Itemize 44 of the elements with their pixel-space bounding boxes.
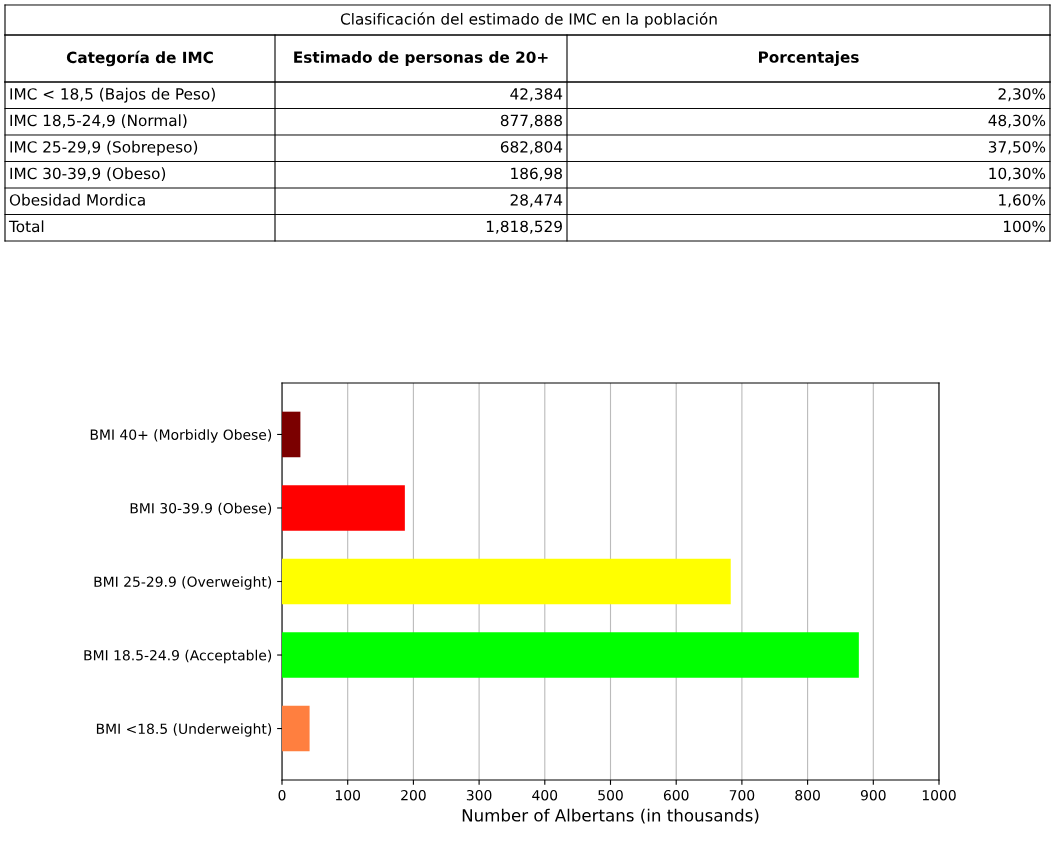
x-tick-label: 0 (278, 789, 286, 801)
y-tick-label: BMI 40+ (Morbidly Obese) (90, 429, 272, 443)
bar (282, 632, 859, 678)
bar (282, 411, 301, 458)
text: 28,474 (510, 194, 563, 208)
x-tick-label: 600 (663, 789, 689, 801)
text: 10,30% (989, 167, 1046, 181)
text: 877,888 (500, 114, 562, 128)
text: Obesidad Mordica (9, 193, 145, 206)
text: IMC 18,5-24,9 (Normal) (10, 114, 187, 128)
x-tick-label: 1000 (922, 789, 956, 801)
text: Clasificación del estimado de IMC en la población (340, 12, 717, 28)
x-tick-label: 700 (729, 789, 755, 801)
text: Total (8, 220, 44, 233)
x-tick-label: 800 (795, 789, 820, 801)
bar (282, 705, 310, 752)
text: 186,98 (511, 167, 562, 181)
x-tick-label: 300 (466, 789, 492, 801)
category-label: Categoría de IMC (66, 50, 213, 67)
y-tick-label: BMI 18.5-24.9 (Acceptable) (84, 649, 272, 664)
y-tick-label: BMI <18.5 (Underweight) (96, 723, 272, 737)
x-tick-label: 900 (860, 789, 886, 801)
text: 48,30% (988, 114, 1046, 128)
x-axis-title: Number of Albertans (in thousands) (462, 808, 759, 824)
category-label: Porcentajes (758, 51, 859, 66)
x-tick-label: 400 (532, 789, 558, 801)
x-tick-label: 200 (401, 789, 426, 801)
text: 1,60% (999, 194, 1046, 208)
bar (282, 558, 731, 605)
text: IMC < 18,5 (Bajos de Peso) (10, 87, 215, 103)
text: 42,384 (510, 88, 563, 102)
text: 1,818,529 (486, 220, 562, 234)
bar (282, 485, 405, 531)
category-label: Estimado de personas de 20+ (294, 51, 548, 66)
y-tick-label: BMI 25-29.9 (Overweight) (94, 576, 272, 590)
text: 682,804 (500, 141, 563, 155)
text: IMC 25-29,9 (Sobrepeso) (10, 140, 198, 156)
text: 37,50% (988, 141, 1046, 155)
text: IMC 30-39,9 (Obeso) (10, 167, 166, 181)
x-tick-label: 500 (598, 789, 623, 801)
y-tick-label: BMI 30-39.9 (Obese) (130, 502, 272, 516)
x-tick-label: 100 (335, 789, 361, 801)
text: 2,30% (998, 88, 1046, 102)
text: 100% (1004, 220, 1046, 233)
